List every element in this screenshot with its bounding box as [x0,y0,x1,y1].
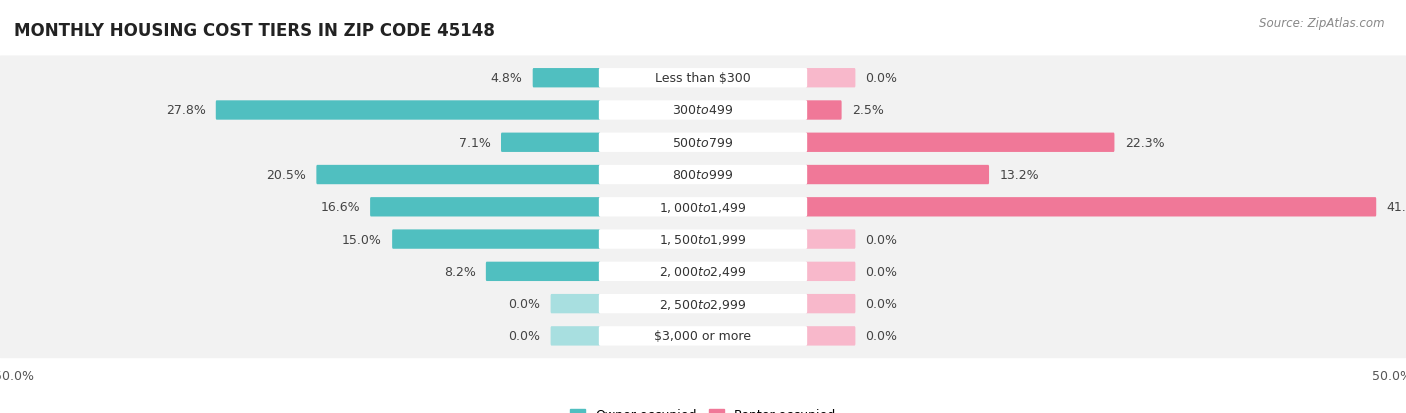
Text: $1,000 to $1,499: $1,000 to $1,499 [659,200,747,214]
FancyBboxPatch shape [599,326,807,346]
FancyBboxPatch shape [0,121,1406,165]
Text: 27.8%: 27.8% [166,104,205,117]
FancyBboxPatch shape [599,101,807,120]
Text: 0.0%: 0.0% [866,330,897,342]
Text: 0.0%: 0.0% [866,72,897,85]
FancyBboxPatch shape [806,198,1376,217]
Text: 8.2%: 8.2% [444,265,475,278]
Text: 0.0%: 0.0% [509,297,540,310]
FancyBboxPatch shape [0,185,1406,230]
FancyBboxPatch shape [551,326,600,346]
FancyBboxPatch shape [599,166,807,185]
FancyBboxPatch shape [806,294,855,313]
FancyBboxPatch shape [392,230,600,249]
FancyBboxPatch shape [599,133,807,152]
Text: 2.5%: 2.5% [852,104,884,117]
FancyBboxPatch shape [806,230,855,249]
FancyBboxPatch shape [533,69,600,88]
Text: MONTHLY HOUSING COST TIERS IN ZIP CODE 45148: MONTHLY HOUSING COST TIERS IN ZIP CODE 4… [14,22,495,40]
FancyBboxPatch shape [0,249,1406,294]
Text: 22.3%: 22.3% [1125,136,1164,150]
Text: 0.0%: 0.0% [866,233,897,246]
Text: Source: ZipAtlas.com: Source: ZipAtlas.com [1260,17,1385,29]
FancyBboxPatch shape [0,282,1406,326]
FancyBboxPatch shape [501,133,600,152]
FancyBboxPatch shape [599,294,807,313]
FancyBboxPatch shape [0,314,1406,358]
Text: $2,000 to $2,499: $2,000 to $2,499 [659,265,747,279]
FancyBboxPatch shape [599,69,807,88]
Text: Less than $300: Less than $300 [655,72,751,85]
FancyBboxPatch shape [0,153,1406,197]
Text: $3,000 or more: $3,000 or more [655,330,751,342]
Text: $500 to $799: $500 to $799 [672,136,734,150]
FancyBboxPatch shape [806,133,1115,152]
Text: $300 to $499: $300 to $499 [672,104,734,117]
FancyBboxPatch shape [215,101,600,120]
Text: 4.8%: 4.8% [491,72,523,85]
FancyBboxPatch shape [370,198,600,217]
Text: $800 to $999: $800 to $999 [672,169,734,182]
FancyBboxPatch shape [806,262,855,281]
FancyBboxPatch shape [316,166,600,185]
Text: 16.6%: 16.6% [321,201,360,214]
Text: 0.0%: 0.0% [509,330,540,342]
FancyBboxPatch shape [0,88,1406,133]
Text: $1,500 to $1,999: $1,500 to $1,999 [659,233,747,247]
FancyBboxPatch shape [0,217,1406,262]
Text: 20.5%: 20.5% [266,169,307,182]
Text: 13.2%: 13.2% [1000,169,1039,182]
FancyBboxPatch shape [0,56,1406,101]
FancyBboxPatch shape [599,262,807,281]
Text: 7.1%: 7.1% [458,136,491,150]
FancyBboxPatch shape [599,230,807,249]
Text: 0.0%: 0.0% [866,265,897,278]
FancyBboxPatch shape [806,69,855,88]
Text: 41.3%: 41.3% [1386,201,1406,214]
FancyBboxPatch shape [806,101,842,120]
FancyBboxPatch shape [806,326,855,346]
FancyBboxPatch shape [551,294,600,313]
Legend: Owner-occupied, Renter-occupied: Owner-occupied, Renter-occupied [565,404,841,413]
FancyBboxPatch shape [599,198,807,217]
FancyBboxPatch shape [806,166,988,185]
Text: 15.0%: 15.0% [342,233,382,246]
Text: $2,500 to $2,999: $2,500 to $2,999 [659,297,747,311]
Text: 0.0%: 0.0% [866,297,897,310]
FancyBboxPatch shape [486,262,600,281]
